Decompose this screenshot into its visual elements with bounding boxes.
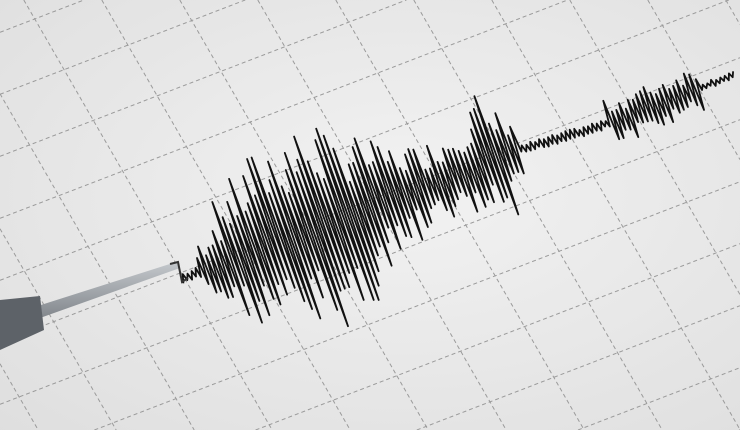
grid-line	[94, 181, 740, 430]
grid-line	[101, 0, 351, 430]
grid-line	[0, 0, 246, 95]
grid-line	[0, 0, 85, 33]
grid-line	[0, 363, 39, 430]
needle-arm	[0, 262, 180, 334]
grid-line	[647, 0, 740, 160]
needle-tip	[169, 260, 189, 284]
grid-line	[0, 228, 117, 430]
grid-line	[0, 0, 407, 157]
grid-line	[569, 0, 740, 295]
grid-line	[179, 0, 429, 430]
grid-line	[577, 367, 740, 430]
grid-line	[255, 243, 740, 430]
grid-line	[0, 0, 568, 219]
grid-line	[335, 0, 585, 430]
grid-line	[0, 57, 740, 343]
grid-line	[491, 0, 740, 430]
grid-line	[413, 0, 663, 430]
grid-line	[0, 119, 740, 405]
grid-line	[257, 0, 507, 430]
grid-line	[725, 0, 740, 25]
grid-line	[23, 0, 273, 430]
recorder-needle	[0, 260, 189, 350]
grid-line	[416, 305, 740, 430]
trace-line	[181, 71, 734, 328]
grid-line	[0, 93, 195, 430]
needle-holder	[0, 296, 44, 350]
seismic-trace	[181, 71, 734, 328]
